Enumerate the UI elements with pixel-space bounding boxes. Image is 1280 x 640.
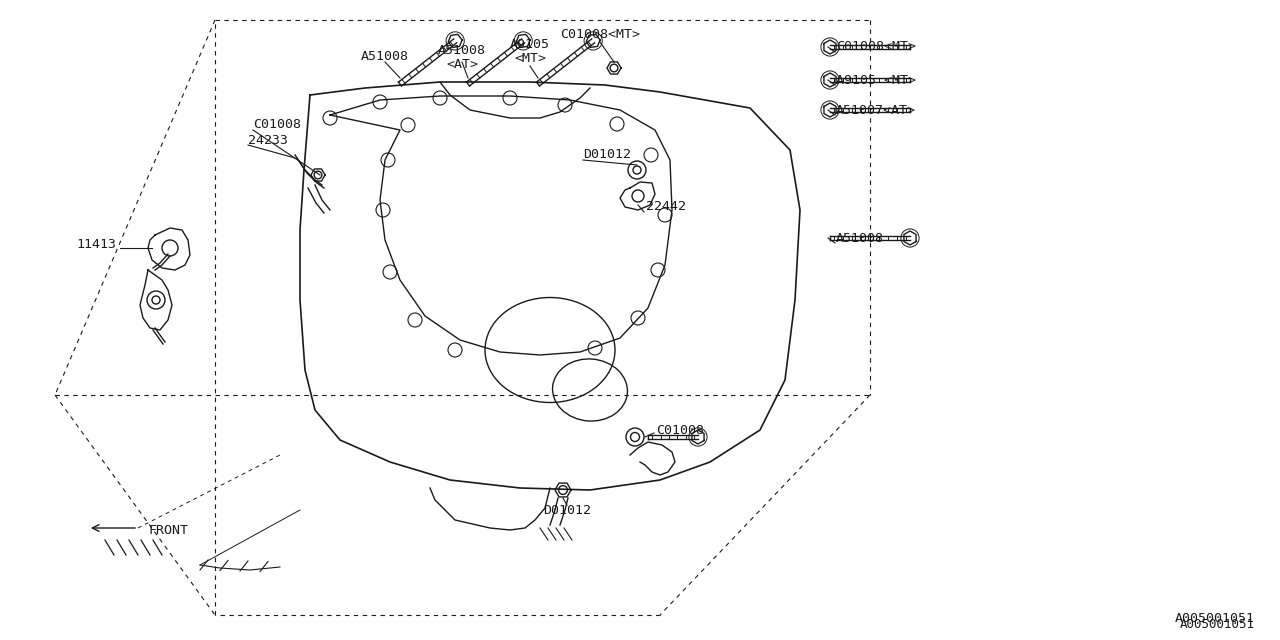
Text: 22442: 22442 (646, 200, 686, 214)
Text: A005001051: A005001051 (1175, 611, 1254, 625)
Text: D01012: D01012 (582, 148, 631, 161)
Text: C01008<MT>: C01008<MT> (836, 40, 916, 54)
Text: A9105 <MT>: A9105 <MT> (836, 74, 916, 86)
Text: <AT>: <AT> (445, 58, 477, 72)
Text: 24233: 24233 (248, 134, 288, 147)
Text: FRONT: FRONT (148, 524, 188, 536)
Text: A9105: A9105 (509, 38, 550, 51)
Text: C01008: C01008 (657, 424, 704, 436)
Text: A005001051: A005001051 (1180, 618, 1254, 632)
Text: C01008<MT>: C01008<MT> (561, 29, 640, 42)
Text: C01008: C01008 (253, 118, 301, 131)
Text: A51008: A51008 (361, 51, 410, 63)
Text: <MT>: <MT> (515, 52, 547, 65)
Text: A51007<AT>: A51007<AT> (836, 104, 916, 116)
Text: 11413: 11413 (76, 239, 116, 252)
Text: A51008: A51008 (438, 44, 486, 56)
Text: D01012: D01012 (543, 504, 591, 516)
Text: A51008: A51008 (836, 232, 884, 244)
